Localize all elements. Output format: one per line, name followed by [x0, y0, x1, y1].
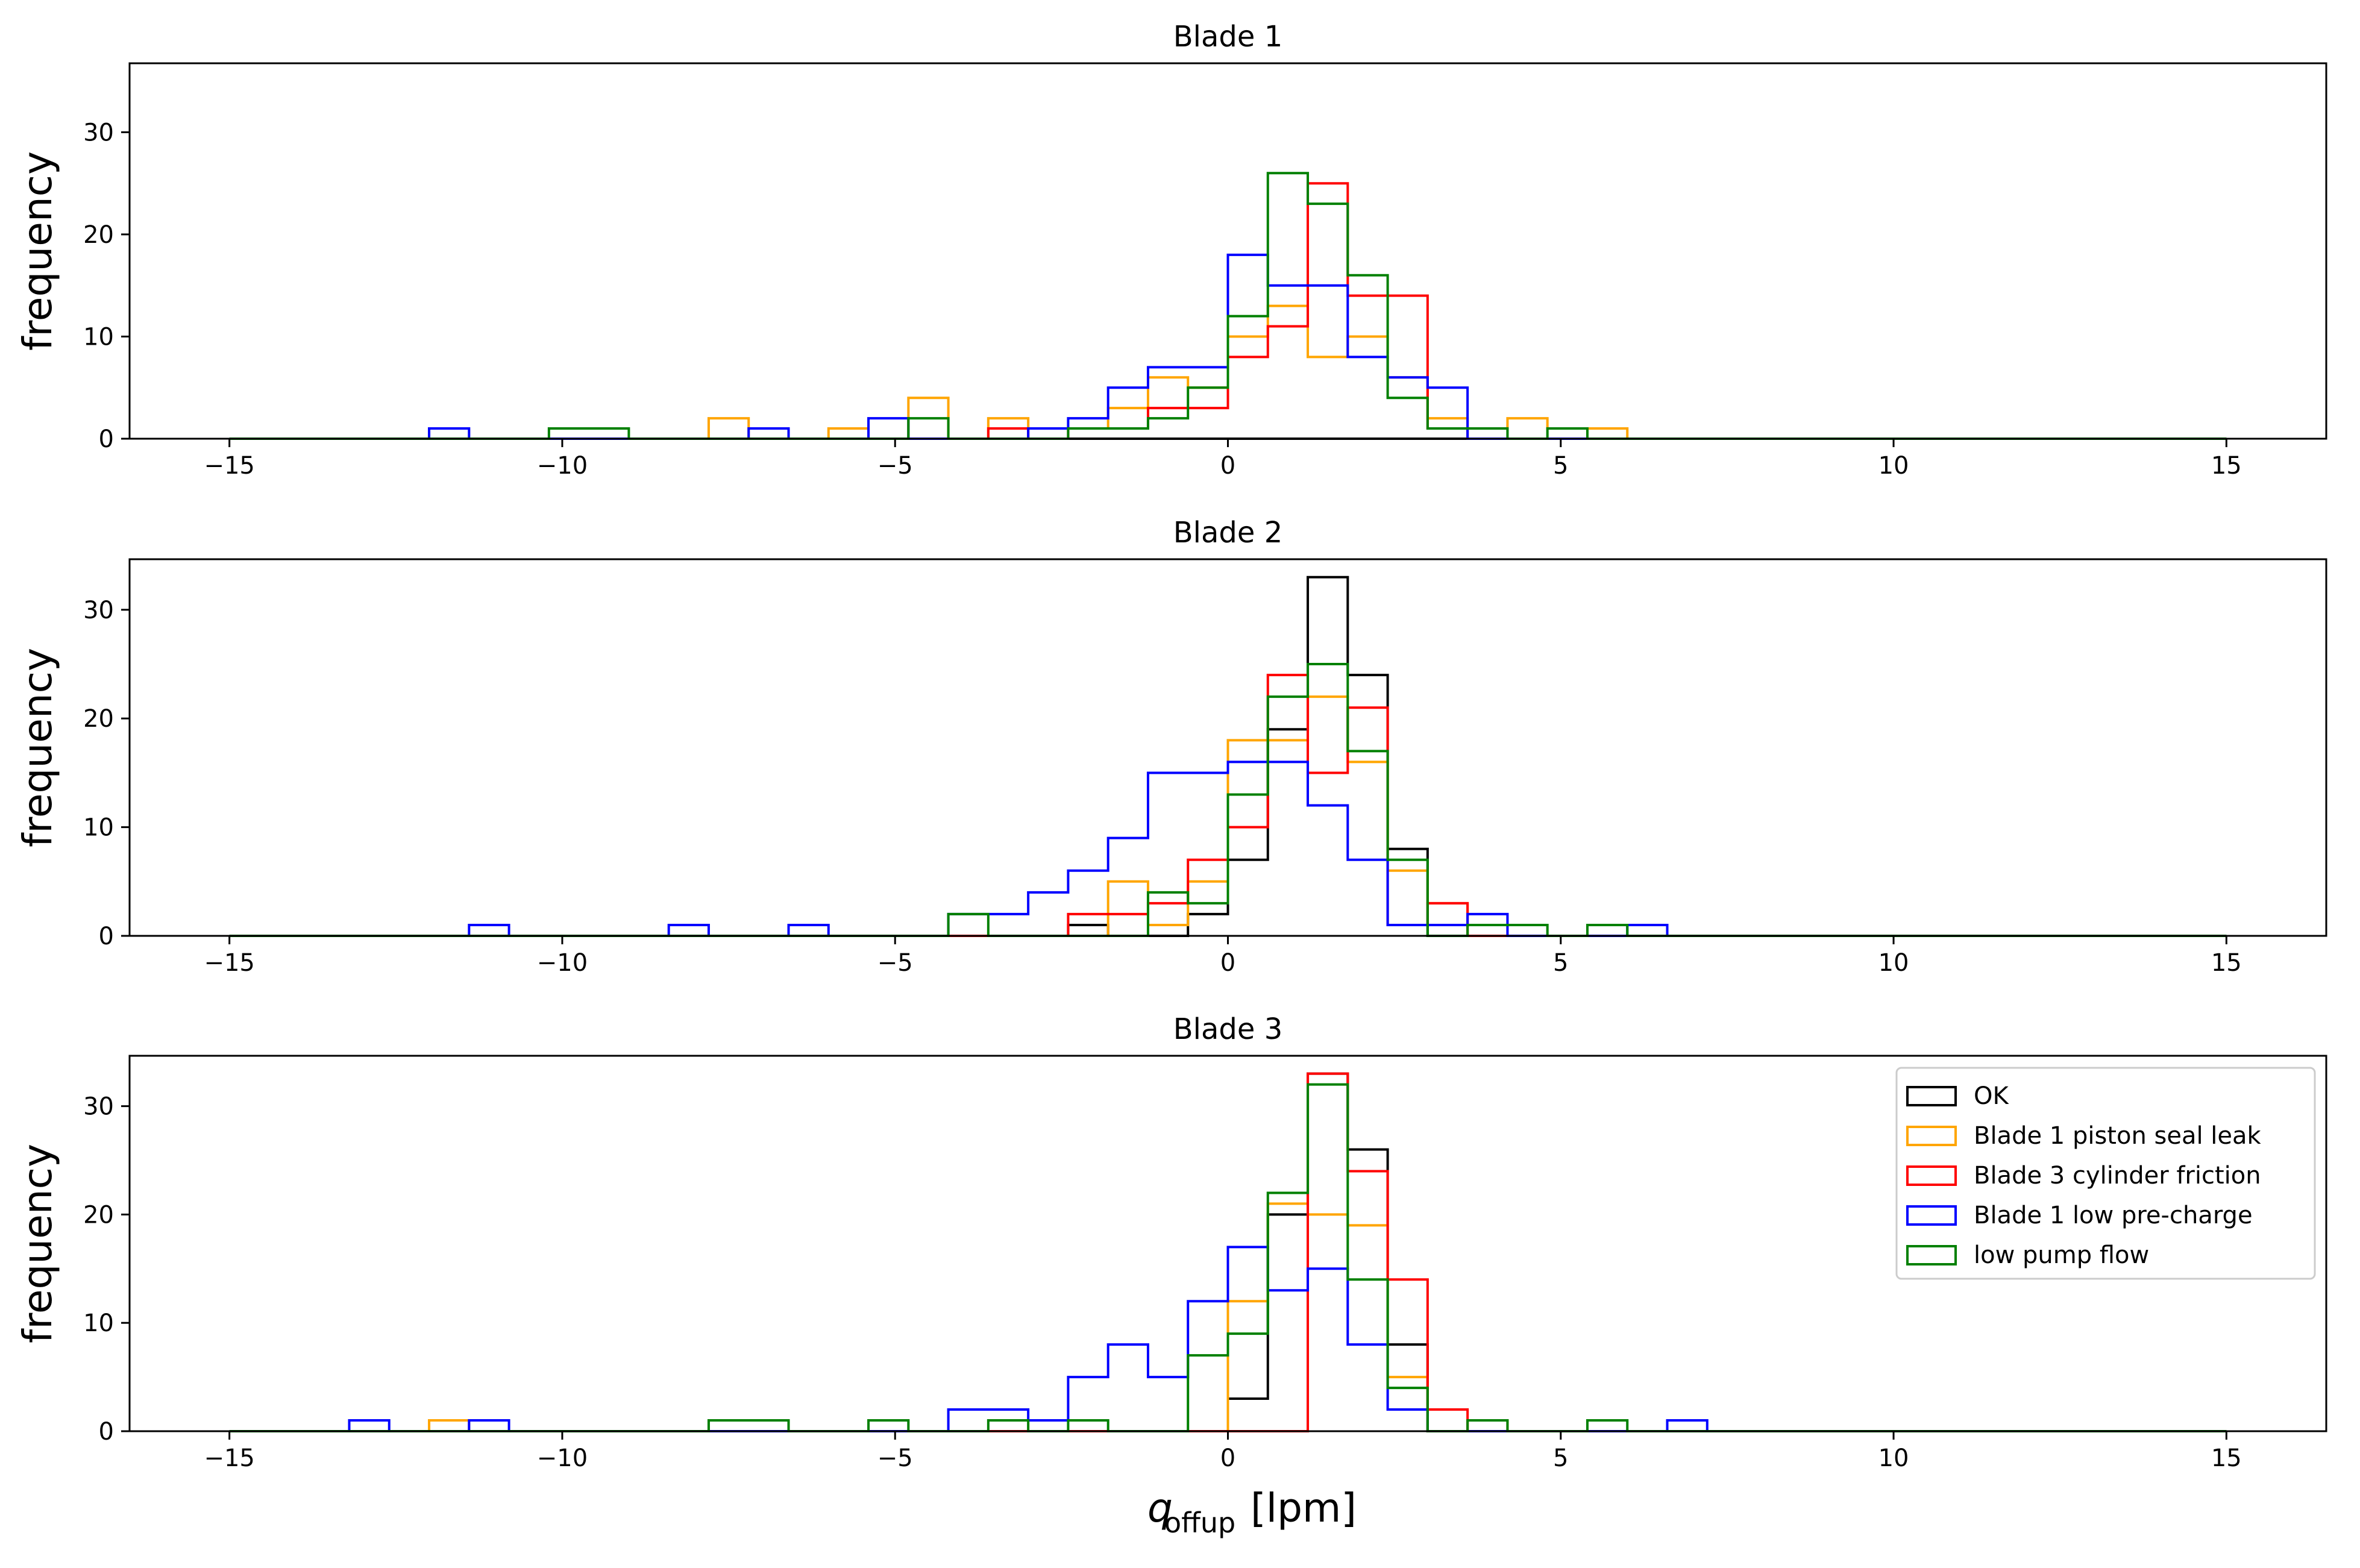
- y-axis-label: frequency: [14, 151, 61, 351]
- legend-frame: [1895, 1067, 2316, 1280]
- x-tick-label: −15: [204, 1444, 254, 1472]
- x-tick-label: 15: [2211, 949, 2242, 977]
- x-tick-label: 15: [2211, 1444, 2242, 1472]
- y-tick-label: 10: [83, 1309, 114, 1337]
- subplot-3: −15 −10 −5 0 5 10 15 0 10 20 30 Blade 3 frequency: [14, 1012, 2327, 1472]
- y-tick-label: 30: [83, 119, 114, 146]
- y-tick-label: 0: [99, 1418, 114, 1446]
- x-tick-label: 0: [1220, 452, 1235, 480]
- legend-swatch: [1906, 1165, 1957, 1186]
- legend: OK Blade 1 piston seal leak Blade 3 cylind…: [1895, 1067, 2316, 1280]
- legend-swatch: [1906, 1205, 1957, 1226]
- x-tick-label: 15: [2211, 452, 2242, 480]
- x-tick-label: 5: [1553, 452, 1568, 480]
- x-tick-label: 10: [1878, 452, 1909, 480]
- y-tick-label: 30: [83, 597, 114, 624]
- x-axis-label-subscript: offup: [1164, 1507, 1235, 1539]
- y-tick-label: 20: [83, 221, 114, 249]
- x-tick-label: −10: [537, 1444, 588, 1472]
- x-tick-label: 0: [1220, 949, 1235, 977]
- subplot-title: Blade 1: [1173, 20, 1282, 54]
- x-tick-label: 5: [1553, 1444, 1568, 1472]
- subplot-2: −15 −10 −5 0 5 10 15 0 10 20 30 Blade 2 frequency: [14, 516, 2327, 977]
- y-tick-label: 10: [83, 323, 114, 351]
- x-tick-label: 10: [1878, 1444, 1909, 1472]
- y-tick-label: 0: [99, 923, 114, 950]
- y-tick-label: 10: [83, 814, 114, 842]
- x-tick-label: −10: [537, 452, 588, 480]
- legend-entry-label: OK: [1974, 1082, 2009, 1110]
- subplot-title: Blade 3: [1173, 1012, 1282, 1046]
- subplot-1: −15 −10 −5 0 5 10 15 0 10 20 30 Blade 1 frequency: [14, 20, 2327, 480]
- x-axis-label-unit: [lpm]: [1251, 1485, 1357, 1531]
- x-tick-label: −5: [877, 1444, 913, 1472]
- x-tick-label: −15: [204, 949, 254, 977]
- y-axis-label: frequency: [14, 648, 61, 847]
- y-tick-label: 30: [83, 1093, 114, 1121]
- legend-entry-label: Blade 1 low pre-charge: [1974, 1202, 2253, 1229]
- x-tick-label: −15: [204, 452, 254, 480]
- legend-entry-label: Blade 3 cylinder friction: [1974, 1162, 2261, 1190]
- legend-swatch: [1906, 1126, 1957, 1146]
- x-tick-label: −10: [537, 949, 588, 977]
- y-tick-label: 20: [83, 1201, 114, 1229]
- x-axis-label-symbol: q: [1147, 1485, 1173, 1531]
- legend-entry-label: low pump flow: [1974, 1241, 2149, 1269]
- legend-swatch: [1906, 1245, 1957, 1265]
- y-tick-label: 20: [83, 705, 114, 733]
- x-tick-label: −5: [877, 949, 913, 977]
- subplot-title: Blade 2: [1173, 516, 1282, 550]
- y-tick-label: 0: [99, 425, 114, 453]
- x-tick-label: 10: [1878, 949, 1909, 977]
- x-tick-label: 5: [1553, 949, 1568, 977]
- x-tick-label: 0: [1220, 1444, 1235, 1472]
- legend-swatch: [1906, 1086, 1957, 1106]
- y-axis-label: frequency: [14, 1144, 61, 1343]
- x-tick-label: −5: [877, 452, 913, 480]
- legend-entry-label: Blade 1 piston seal leak: [1974, 1122, 2262, 1150]
